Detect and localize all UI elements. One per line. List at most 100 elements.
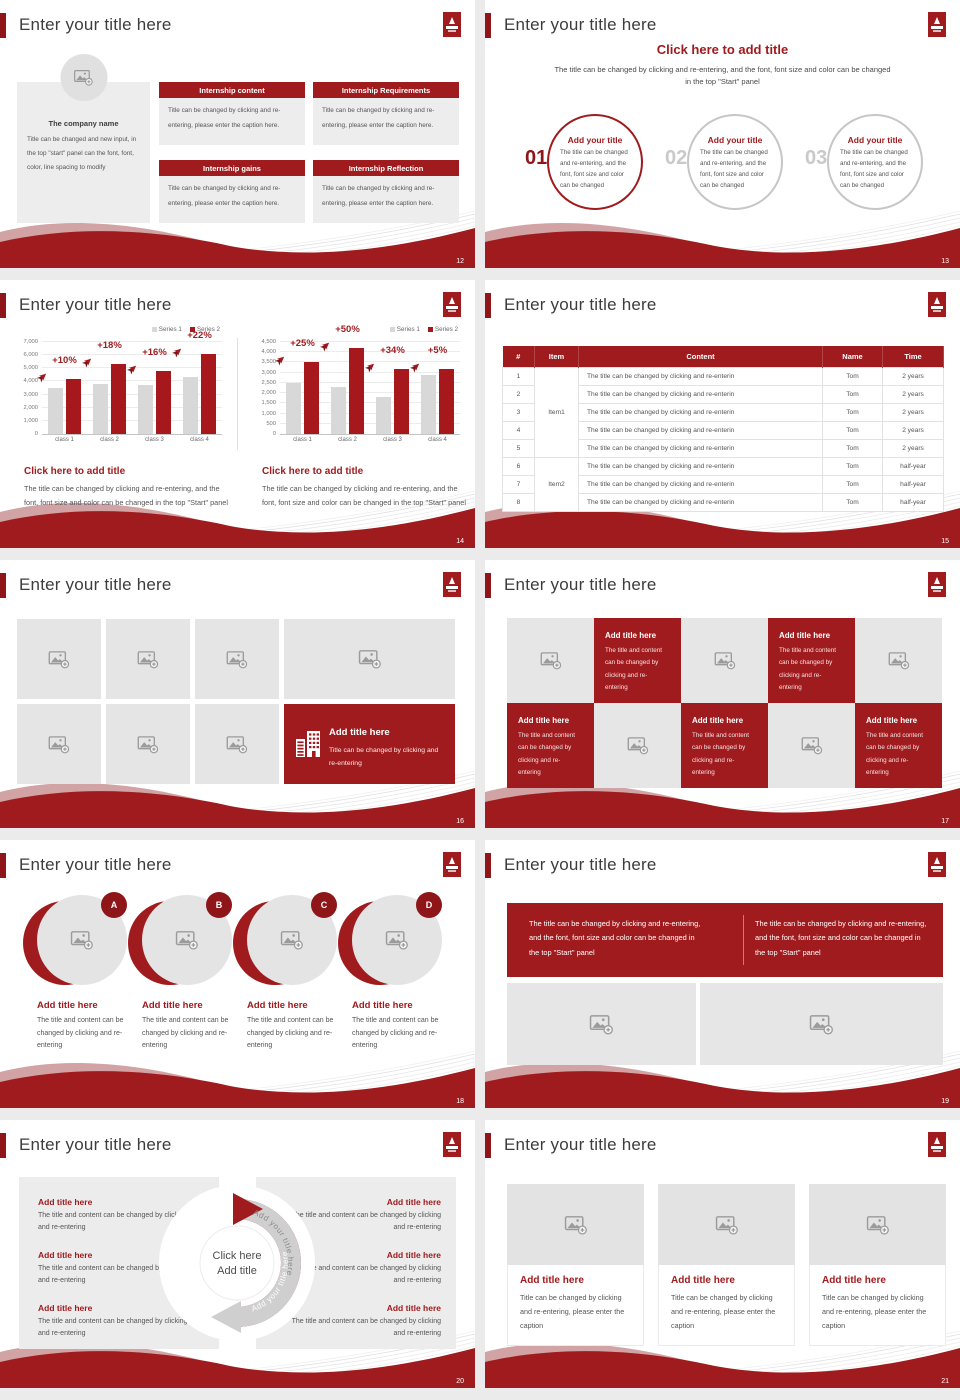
x-axis-label: class 3 [145, 437, 164, 443]
slide-thumbnail-16[interactable]: Add title here Title can be changed by cl… [0, 560, 475, 828]
table-cell: Tom [822, 493, 883, 512]
gridline [42, 367, 222, 369]
list-item: Add title here The title and content can … [38, 1303, 190, 1340]
chart-plot-area: 0 1,000 2,000 3,000 4,000 5,000 6,000 7,000 +10%… [23, 330, 222, 443]
image-placeholder [175, 930, 199, 950]
card-image-placeholder [658, 1184, 795, 1265]
card-body: Title can be changed by clicking and re-… [520, 1293, 625, 1331]
slide-thumbnail-20[interactable]: Add title here The title and content can … [0, 1120, 475, 1388]
slide-thumbnail-15[interactable]: # Item Content Name Time 1 Item1 The title can … [485, 280, 960, 548]
title-accent-bar [485, 853, 491, 878]
table-cell: 5 [502, 439, 535, 458]
y-axis-tick: 0 [272, 431, 276, 437]
banner-text-left: The title can be changed by clicking and… [529, 919, 701, 957]
image-placeholder-icon [137, 735, 159, 753]
image-placeholder-icon [358, 650, 381, 669]
y-axis-tick: 5,000 [23, 365, 38, 372]
center-label-line2: Add title [217, 1265, 257, 1277]
image-placeholder-icon [226, 735, 248, 753]
increase-arrow-icon: ➤ ➤ [79, 354, 96, 371]
bar-group: +16% ➤ ➤ class 3 [125, 342, 175, 443]
table-cell: half-year [882, 475, 944, 494]
circle-card: Add your title The title can be changed a… [687, 114, 783, 210]
gridline [280, 422, 460, 424]
caption-block: Add title here The title and content can … [352, 1000, 444, 1053]
y-axis-tick: 1,000 [23, 417, 38, 424]
column-header: Content [578, 346, 823, 368]
table-cell: Tom [822, 475, 883, 494]
gridline [42, 406, 222, 408]
table-cell: The title can be changed by clicking and… [578, 421, 823, 440]
table-cell: Tom [822, 421, 883, 440]
caption-body: The title and content can be changed by … [352, 1017, 439, 1050]
item-body: The title and content can be changed by … [38, 1212, 188, 1231]
image-placeholder [714, 651, 736, 670]
slide-thumbnail-18[interactable]: A Add title here The title and content can… [0, 840, 475, 1108]
card-image-placeholder [507, 1184, 644, 1265]
image-placeholder [809, 1014, 834, 1035]
card-text: Add title here Title can be changed by cl… [507, 1265, 644, 1347]
caption-title: Click here to add title [262, 466, 364, 477]
list-item: Add title here The title and content can … [38, 1197, 190, 1234]
bar-series-2 [201, 354, 216, 434]
checkerboard-grid: Add title here The title and content can … [507, 618, 942, 788]
company-panel: The company name Title can be changed and… [17, 54, 150, 223]
increase-arrow-icon: ➤ ➤ [272, 352, 289, 369]
item-title: Add title here [386, 1250, 441, 1260]
page-number: 18 [456, 1098, 464, 1105]
slide-thumbnail-14[interactable]: Series 1 Series 2 0 1,000 2,000 3,000 4,000 5,0… [0, 280, 475, 548]
table-cell: The title can be changed by clicking and… [578, 475, 823, 494]
legend-item: Series 2 [427, 326, 458, 333]
x-axis-label: class 2 [338, 437, 357, 443]
data-label: +16% [142, 347, 167, 358]
info-box-header: Internship gains [159, 160, 305, 176]
table-row: 1 Item1 The title can be changed by clicki… [502, 367, 944, 458]
image-placeholder [226, 735, 248, 754]
gridline [42, 393, 222, 395]
slide-thumbnail-13[interactable]: Click here to add title The title can be … [485, 0, 960, 268]
slide-thumbnail-19[interactable]: The title can be changed by clicking and… [485, 840, 960, 1108]
y-axis-tick: 1,500 [261, 400, 276, 407]
company-name: The company name [48, 119, 119, 128]
image-placeholder [564, 1215, 588, 1235]
image-cell [284, 619, 455, 699]
page-number: 12 [456, 258, 464, 265]
slide-thumbnail-17[interactable]: Add title here The title and content can … [485, 560, 960, 828]
page-title: Enter your title here [19, 575, 172, 594]
legend-item: Series 1 [151, 326, 182, 333]
table-cell: 2 [502, 385, 535, 404]
slide-thumbnail-21[interactable]: Add title here Title can be changed by cl… [485, 1120, 960, 1388]
image-placeholder-icon [589, 1014, 613, 1035]
image-placeholder-icon [627, 737, 648, 755]
info-box-header: Internship Reflection [313, 160, 459, 176]
table-cell: 7 [502, 475, 535, 494]
legend-label: Series 1 [158, 326, 182, 333]
table-row: 6 Item2 The title can be changed by clicki… [502, 457, 944, 512]
university-logo-icon [928, 572, 946, 597]
legend-item: Series 2 [189, 326, 220, 333]
image-placeholder-right [700, 983, 943, 1065]
caption-title: Click here to add title [24, 466, 126, 477]
university-logo-icon [443, 572, 461, 597]
bar-group: +22% ➤ ➤ class 4 [170, 330, 220, 443]
image-placeholder-icon [48, 650, 70, 668]
y-axis-tick: 2,500 [261, 379, 276, 386]
footer-wave-decoration [485, 1330, 960, 1388]
table-cell: Tom [822, 385, 883, 404]
page-title: Enter your title here [504, 295, 657, 314]
gridline [280, 402, 460, 404]
university-logo-icon [443, 1132, 461, 1157]
x-axis-label: class 4 [190, 437, 209, 443]
page-title: Enter your title here [504, 575, 657, 594]
y-axis-tick: 7,000 [23, 339, 38, 345]
caption-body: The title and content can be changed by … [247, 1017, 334, 1050]
legend-item: Series 1 [389, 326, 420, 333]
highlight-card: Add title here The title and content can … [768, 618, 855, 703]
page-title: Enter your title here [19, 295, 172, 314]
caption-block: Add title here The title and content can … [37, 1000, 129, 1053]
slide-thumbnail-12[interactable]: The company name Title can be changed and… [0, 0, 475, 268]
legend-label: Series 1 [396, 326, 420, 333]
image-placeholder [627, 736, 649, 755]
page-number: 14 [456, 538, 464, 545]
y-axis-tick: 4,000 [23, 378, 38, 385]
